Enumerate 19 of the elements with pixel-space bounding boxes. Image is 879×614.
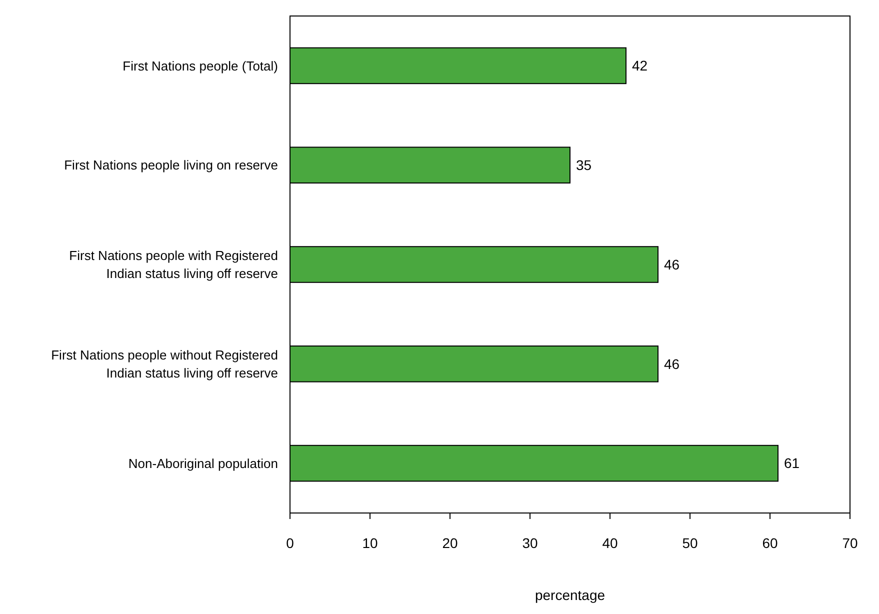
x-axis-title: percentage [534, 587, 606, 603]
y-tick-label: First Nations people with Registered Indian status living off reserve [69, 248, 278, 282]
data-label: 46 [664, 356, 680, 372]
data-label: 35 [576, 157, 592, 173]
x-tick-label: 40 [602, 535, 618, 551]
data-label: 42 [632, 58, 648, 74]
data-label: 61 [784, 455, 800, 472]
y-tick-label: First Nations people (Total) [122, 58, 278, 74]
y-tick-label: First Nations people without Registered Indian status living off reserve [51, 347, 278, 380]
data-label: 46 [664, 256, 680, 272]
x-tick-label: 0 [286, 535, 294, 551]
x-tick-label: 10 [362, 535, 378, 551]
x-tick-label: 20 [442, 535, 458, 551]
x-tick-label: 60 [762, 535, 778, 551]
x-tick-label: 30 [522, 535, 538, 551]
y-tick-label: First Nations people living on reserve [64, 158, 278, 173]
y-tick-label: Non-Aboriginal population [128, 456, 278, 471]
x-tick-label: 50 [682, 535, 698, 551]
x-tick-label: 70 [842, 535, 858, 551]
